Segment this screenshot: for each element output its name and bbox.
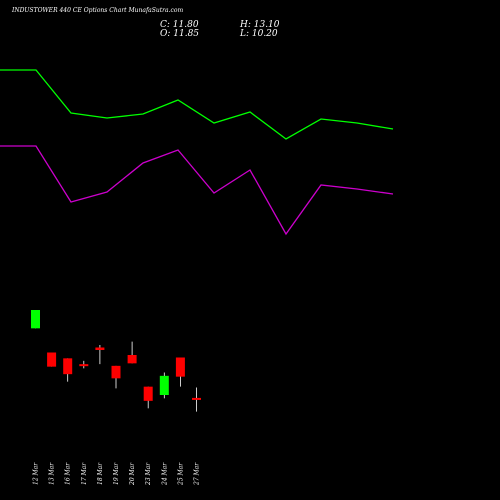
candle-body [175,357,185,377]
low-value: L: 10.20 [240,29,278,39]
candle-body [95,347,105,350]
x-tick-label: 17 Mar [81,462,88,485]
candle-body [79,364,89,367]
candle-body [31,310,40,329]
candle-body [111,365,121,379]
candle-body [47,352,57,367]
x-tick-label: 19 Mar [113,462,120,485]
x-tick-label: 16 Mar [65,462,72,485]
candle-body [159,375,169,395]
candles-group [31,310,201,412]
x-tick-label: 24 Mar [161,462,168,486]
x-tick-label: 13 Mar [49,462,56,485]
x-tick-label: 23 Mar [145,462,152,486]
candle-body [143,386,153,401]
open-value: O: 11.85 [160,29,200,39]
candle-body [127,355,137,364]
candle-body [192,397,201,400]
candle-body [63,358,73,375]
x-axis-labels: 12 Mar 13 Mar 16 Mar 17 Mar 18 Mar 19 Mar 20 M… [33,462,201,486]
x-tick-label: 18 Mar [97,462,104,485]
x-tick-label: 25 Mar [177,462,184,486]
upper-indicator-line [0,69,394,140]
close-value: C: 11.80 [160,20,199,30]
x-tick-label: 12 Mar [33,462,40,485]
x-tick-label: 20 Mar [129,462,136,486]
high-value: H: 13.10 [240,20,280,30]
lower-indicator-line [0,145,394,236]
x-tick-label: 27 Mar [194,462,201,486]
chart-title: INDUSTOWER 440 CE Options Chart MunafaSu… [12,7,184,14]
